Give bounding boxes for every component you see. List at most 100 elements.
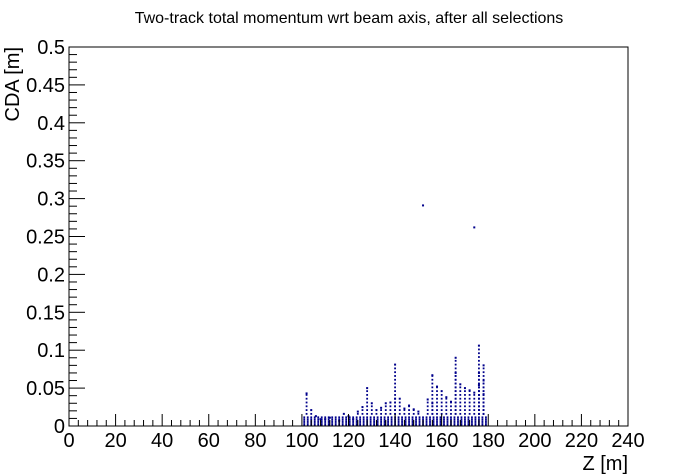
scatter-point (426, 401, 429, 404)
scatter-point (478, 412, 480, 415)
scatter-point (305, 405, 308, 408)
scatter-point (468, 397, 471, 400)
scatter-point (459, 390, 462, 393)
x-tick-label: 20 (104, 430, 126, 452)
scatter-point (468, 405, 471, 408)
scatter-point (474, 420, 477, 422)
scatter-point (485, 423, 487, 426)
scatter-point (464, 394, 466, 396)
scatter-point (464, 422, 466, 424)
scatter-point (366, 390, 369, 393)
scatter-point (338, 418, 341, 421)
scatter-point (303, 423, 306, 426)
scatter-point (459, 409, 462, 411)
scatter-point (463, 387, 466, 390)
scatter-point (454, 367, 457, 370)
scatter-point (460, 418, 463, 421)
scatter-point (431, 390, 434, 393)
scatter-point (310, 412, 313, 415)
scatter-point (471, 422, 473, 424)
scatter-point (317, 418, 320, 421)
scatter-point (398, 401, 401, 404)
scatter-point (310, 418, 313, 421)
scatter-point (459, 405, 462, 408)
scatter-point (383, 420, 386, 422)
scatter-point (422, 418, 424, 421)
scatter-point (390, 423, 393, 426)
scatter-point (394, 371, 396, 374)
scatter-point (369, 418, 372, 421)
scatter-point (450, 412, 452, 415)
scatter-point (327, 416, 330, 419)
scatter-point (473, 391, 476, 394)
scatter-point (478, 352, 480, 355)
scatter-point (387, 420, 389, 422)
scatter-point (373, 418, 376, 421)
scatter-point (457, 423, 459, 426)
scatter-point (380, 418, 383, 421)
scatter-point (324, 423, 327, 426)
scatter-point (389, 412, 392, 415)
scatter-point (436, 412, 438, 415)
scatter-point (478, 359, 480, 362)
scatter-point (454, 382, 457, 385)
scatter-point (411, 418, 414, 421)
scatter-point (432, 422, 435, 424)
scatter-point (436, 390, 438, 393)
scatter-point (482, 390, 485, 393)
scatter-point (303, 416, 306, 419)
scatter-point (310, 416, 313, 419)
scatter-point (370, 405, 373, 408)
scatter-point (453, 422, 456, 424)
scatter-point (460, 416, 463, 419)
scatter-point (454, 405, 457, 408)
y-tick-label: 0.3 (37, 189, 65, 211)
y-tick-label: 0.4 (37, 113, 65, 135)
scatter-point (418, 416, 421, 419)
scatter-point (478, 418, 480, 421)
scatter-point (481, 423, 484, 426)
scatter-point (464, 412, 466, 415)
x-tick-label: 100 (285, 430, 318, 452)
scatter-markers (303, 204, 487, 426)
scatter-point (334, 422, 337, 424)
scatter-point (387, 416, 389, 419)
scatter-point (454, 397, 457, 400)
scatter-point (345, 420, 348, 422)
scatter-point (319, 418, 322, 421)
scatter-point (432, 418, 435, 421)
scatter-point (477, 371, 480, 374)
scatter-point (384, 405, 387, 408)
scatter-point (390, 422, 393, 424)
scatter-point (411, 420, 414, 422)
scatter-point (397, 423, 400, 426)
scatter-point (345, 416, 348, 419)
scatter-point (473, 401, 476, 404)
scatter-point (411, 416, 414, 419)
scatter-point (482, 367, 485, 370)
scatter-point (380, 416, 383, 419)
scatter-point (331, 420, 334, 422)
scatter-point (355, 418, 358, 421)
scatter-point (453, 423, 456, 426)
y-tick-label: 0.5 (37, 37, 65, 59)
scatter-point (369, 423, 372, 426)
scatter-point (397, 422, 400, 424)
y-axis-ticks (69, 46, 85, 427)
scatter-point (431, 397, 434, 400)
scatter-point (348, 418, 351, 421)
scatter-point (450, 418, 452, 421)
scatter-point (362, 422, 365, 424)
scatter-point (303, 422, 306, 424)
scatter-point (474, 418, 477, 421)
scatter-point (454, 363, 457, 366)
scatter-point (436, 401, 438, 404)
scatter-point (324, 416, 327, 419)
scatter-point (464, 390, 466, 393)
x-tick-label: 220 (565, 430, 598, 452)
scatter-point (313, 420, 316, 422)
scatter-point (464, 401, 466, 404)
scatter-point (369, 420, 372, 422)
scatter-point (440, 394, 443, 396)
scatter-point (418, 418, 421, 421)
